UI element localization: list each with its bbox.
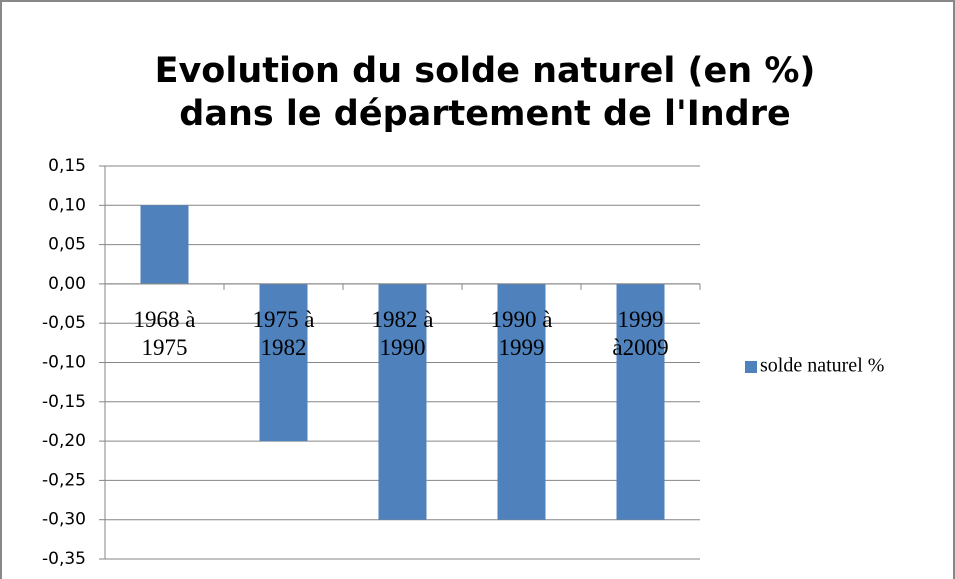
y-tick-label: 0,05 — [48, 235, 86, 255]
bar — [259, 283, 308, 442]
y-tick-label: -0,20 — [42, 431, 86, 451]
y-tick-label: -0,05 — [42, 313, 86, 333]
y-tick-label: 0,15 — [48, 156, 86, 176]
bar — [140, 205, 189, 284]
x-tick-label: 1990 à 1999 — [491, 307, 553, 360]
bar — [497, 283, 546, 520]
y-tick-label: -0,35 — [42, 549, 86, 569]
x-tick-label: 1975 à 1982 — [253, 307, 315, 360]
y-tick-label: 0,00 — [48, 274, 86, 294]
chart-title: dans le département de l'Indre — [179, 94, 790, 134]
y-tick-label: 0,10 — [48, 195, 86, 215]
y-tick-label: -0,10 — [42, 353, 86, 373]
bar — [616, 283, 665, 520]
chart-title: Evolution du solde naturel (en %) — [155, 51, 816, 91]
legend-label: solde naturel % — [760, 355, 884, 377]
y-tick-label: -0,15 — [42, 392, 86, 412]
x-tick-label: 1982 à 1990 — [372, 307, 434, 360]
bar — [378, 283, 427, 520]
y-tick-label: -0,25 — [42, 470, 86, 490]
y-tick-label: -0,30 — [42, 510, 86, 530]
legend-swatch — [745, 361, 757, 373]
x-tick-label: 1999 à2009 — [612, 307, 668, 360]
x-tick-label: 1968 à 1975 — [134, 307, 196, 360]
